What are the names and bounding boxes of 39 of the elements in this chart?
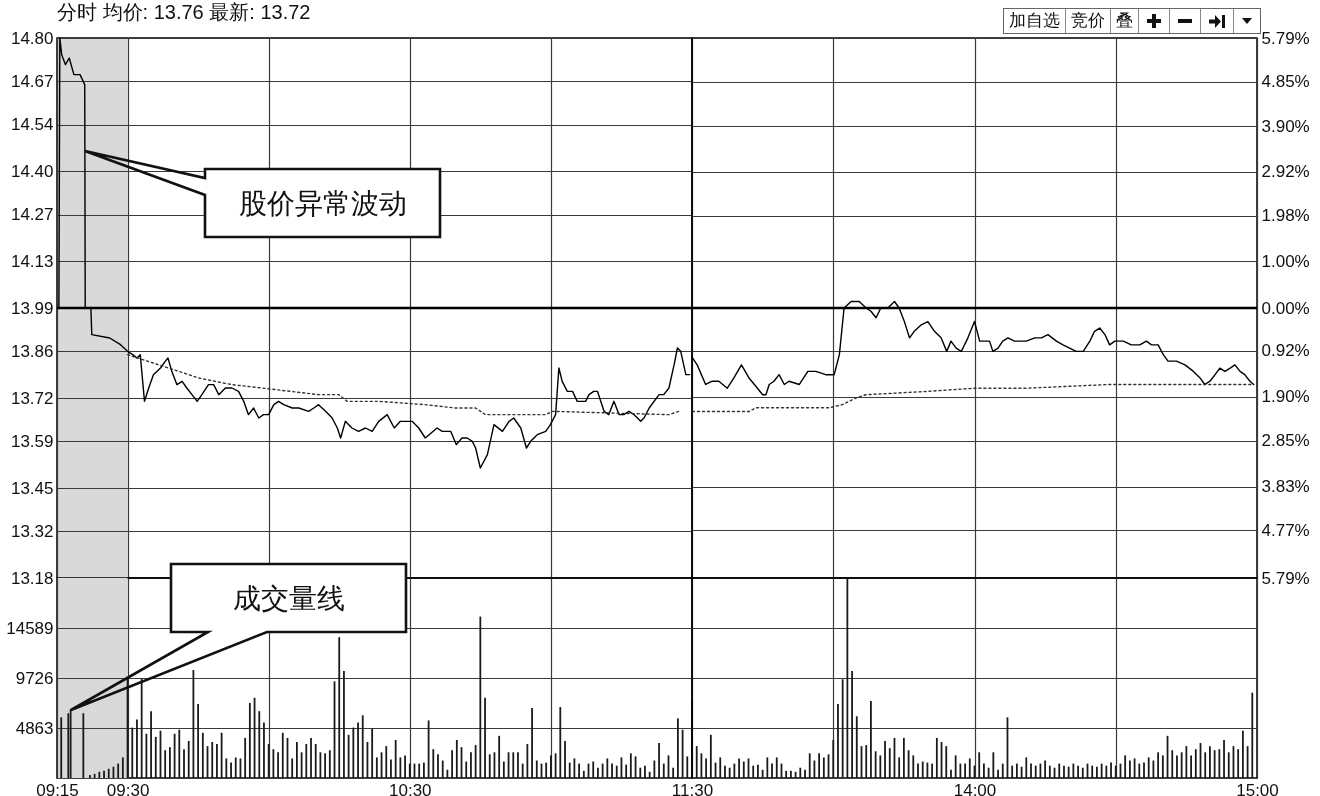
y-tick-label: 14.27 <box>10 205 54 225</box>
y-tick-label: 2.85% <box>1261 431 1310 451</box>
y-tick-label: 14.54 <box>10 115 54 135</box>
y-tick-label: 1.00% <box>1261 251 1310 271</box>
y-tick-label: 9726 <box>15 668 54 688</box>
chart-title: 分时 均价: 13.76 最新: 13.72 <box>57 1 311 23</box>
y-tick-label: 0.92% <box>1261 341 1310 361</box>
y-tick-label: 14.80 <box>10 28 54 48</box>
y-tick-label: 14.40 <box>10 161 54 181</box>
y-tick-label: 14589 <box>6 618 54 638</box>
x-tick-label: 09:15 <box>36 780 79 796</box>
y-tick-label: 2.92% <box>1261 162 1310 182</box>
x-tick-label: 15:00 <box>1236 780 1279 796</box>
y-tick-label: 0.00% <box>1261 298 1310 318</box>
y-tick-label: 14.13 <box>10 251 54 271</box>
y-tick-label: 13.86 <box>10 341 54 361</box>
y-tick-label: 14.67 <box>10 71 54 91</box>
y-tick-label: 3.90% <box>1261 116 1310 136</box>
y-tick-label: 13.99 <box>10 298 54 318</box>
y-tick-label: 4863 <box>15 718 54 738</box>
y-tick-label: 13.59 <box>10 431 54 451</box>
y-tick-label: 13.72 <box>10 388 54 408</box>
y-tick-label: 4.85% <box>1261 72 1310 92</box>
y-tick-label: 1.98% <box>1261 206 1310 226</box>
annotation: 成交量线 <box>232 582 345 614</box>
y-tick-label: 13.18 <box>10 568 54 588</box>
toolbar: 加自选 竞价 叠 <box>1003 8 1261 34</box>
y-tick-label: 1.90% <box>1261 387 1310 407</box>
x-tick-label: 09:30 <box>106 780 150 796</box>
y-tick-label: 4.77% <box>1261 520 1310 540</box>
annotation: 股价异常波动 <box>238 187 407 219</box>
x-tick-label: 14:00 <box>953 780 997 796</box>
x-tick-label: 11:30 <box>671 780 714 796</box>
x-tick-label: 10:30 <box>389 780 432 796</box>
y-tick-label: 13.45 <box>10 478 54 498</box>
y-tick-label: 5.79% <box>1261 28 1310 48</box>
y-tick-label: 13.32 <box>10 521 54 541</box>
y-tick-label: 3.83% <box>1261 477 1310 497</box>
y-tick-label: 5.79% <box>1261 568 1310 588</box>
